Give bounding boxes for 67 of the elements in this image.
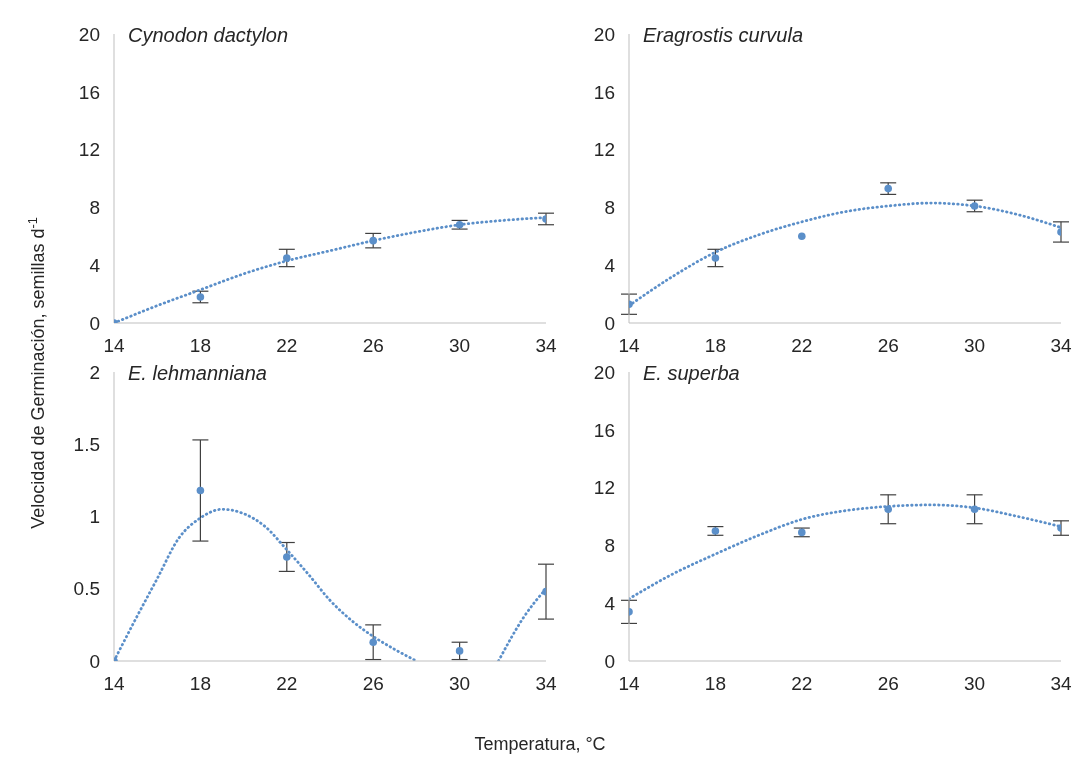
x-tick-label: 30 <box>449 673 471 695</box>
x-tick-label: 18 <box>704 673 726 695</box>
x-tick-label: 34 <box>535 673 557 695</box>
line-series <box>629 503 1061 601</box>
x-tick-label: 26 <box>877 335 899 357</box>
point <box>711 527 720 535</box>
y-tick-label: 16 <box>78 81 100 103</box>
y-tick-label: 8 <box>604 197 615 219</box>
x-tick-label: 30 <box>964 673 986 695</box>
point <box>196 293 205 301</box>
chart-title: E. superba <box>643 362 740 385</box>
x-tick-label: 18 <box>189 335 211 357</box>
point <box>369 236 377 245</box>
y-tick-label: 1.5 <box>73 433 100 455</box>
y-tick-label: 20 <box>593 23 615 45</box>
y-tick-label: 16 <box>593 81 615 103</box>
point <box>283 553 291 561</box>
x-tick-label: 34 <box>535 335 557 357</box>
y-tick-label: 2 <box>89 361 100 383</box>
point <box>455 647 464 655</box>
x-tick-label: 22 <box>276 335 298 357</box>
x-tick-label: 22 <box>276 673 298 695</box>
y-tick-label: 0.5 <box>73 578 100 600</box>
point <box>711 254 720 262</box>
x-tick-label: 26 <box>877 673 899 695</box>
x-tick-label: 18 <box>704 335 726 357</box>
x-tick-label: 30 <box>449 335 471 357</box>
y-tick-label: 20 <box>78 23 100 45</box>
point <box>369 638 377 647</box>
x-tick-label: 22 <box>791 335 813 357</box>
x-tick-label: 14 <box>618 673 640 695</box>
point <box>970 505 979 514</box>
y-tick-label: 1 <box>89 506 100 528</box>
x-tick-label: 14 <box>103 673 125 695</box>
x-tick-label: 14 <box>618 335 640 357</box>
y-tick-label: 12 <box>78 139 100 161</box>
y-tick-label: 0 <box>89 650 100 672</box>
point <box>884 505 892 514</box>
y-tick-label: 0 <box>604 650 615 672</box>
y-tick-label: 4 <box>604 254 616 276</box>
y-tick-label: 8 <box>89 197 100 219</box>
y-tick-label: 4 <box>89 254 101 276</box>
x-tick-label: 22 <box>791 673 813 695</box>
point <box>798 232 806 241</box>
chart-title: Eragrostis curvula <box>643 24 804 47</box>
y-tick-label: 0 <box>604 312 615 334</box>
chart-title: Cynodon dactylon <box>128 24 289 47</box>
y-tick-label: 0 <box>89 312 100 334</box>
x-tick-label: 34 <box>1050 673 1072 695</box>
y-tick-label: 12 <box>593 477 615 499</box>
x-tick-label: 14 <box>103 335 125 357</box>
y-tick-label: 20 <box>593 361 615 383</box>
y-tick-label: 16 <box>593 419 615 441</box>
y-tick-label: 4 <box>604 592 616 614</box>
x-tick-label: 26 <box>362 335 384 357</box>
point <box>970 202 979 210</box>
x-axis-title: Temperatura, °C <box>473 734 607 755</box>
x-tick-label: 30 <box>964 335 986 357</box>
x-tick-label: 26 <box>362 673 384 695</box>
x-tick-label: 18 <box>189 673 211 695</box>
y-tick-label: 12 <box>593 139 615 161</box>
y-tick-label: 8 <box>604 535 615 557</box>
point <box>283 254 291 262</box>
x-tick-label: 34 <box>1050 335 1072 357</box>
point <box>455 220 464 229</box>
point <box>196 486 205 495</box>
chart-title: E. lehmanniana <box>128 362 267 385</box>
